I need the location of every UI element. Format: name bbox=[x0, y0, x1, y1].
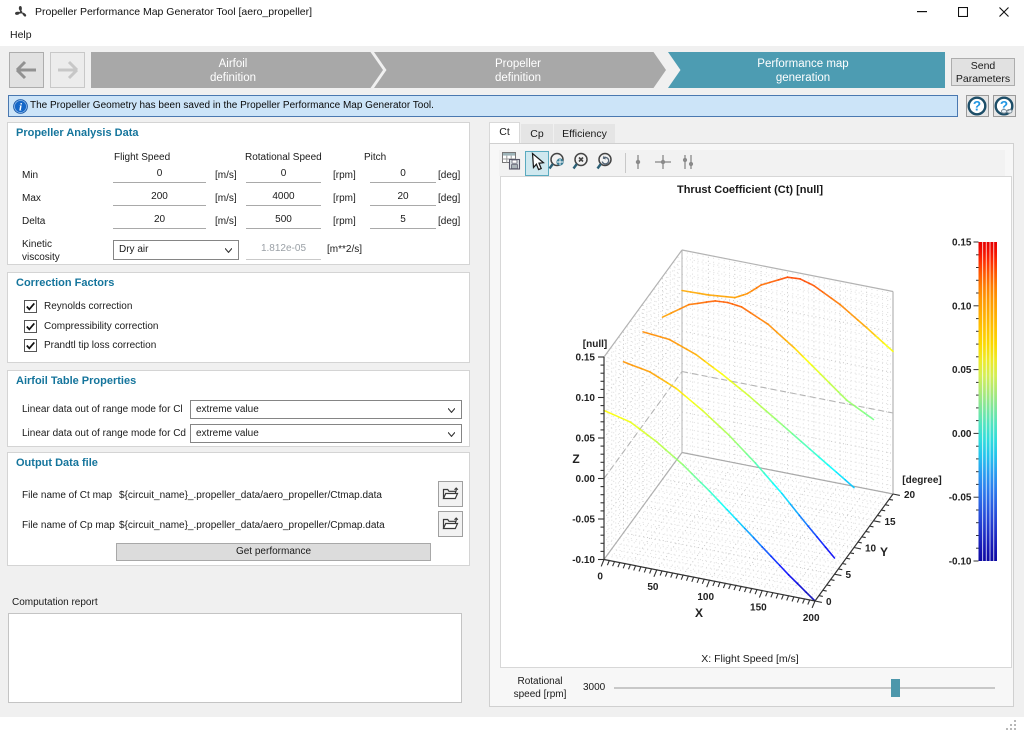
svg-text:0: 0 bbox=[826, 597, 832, 608]
svg-text:200: 200 bbox=[803, 613, 820, 624]
svg-text:i: i bbox=[19, 102, 23, 114]
svg-text:0.10: 0.10 bbox=[576, 393, 596, 404]
svg-text:-0.05: -0.05 bbox=[572, 515, 595, 526]
svg-text:generation: generation bbox=[776, 72, 830, 84]
svg-text:5: 5 bbox=[846, 570, 852, 581]
svg-text:-0.10: -0.10 bbox=[949, 557, 972, 568]
svg-text:0.15: 0.15 bbox=[576, 353, 596, 364]
svg-text:Performance map: Performance map bbox=[757, 58, 848, 70]
svg-text:0.05: 0.05 bbox=[952, 365, 972, 376]
svg-text:[null]: [null] bbox=[583, 339, 607, 350]
svg-text:100: 100 bbox=[697, 592, 714, 603]
svg-text:0: 0 bbox=[597, 572, 603, 583]
svg-text:0.00: 0.00 bbox=[576, 474, 596, 485]
svg-text:0.10: 0.10 bbox=[952, 301, 972, 312]
svg-text:10: 10 bbox=[865, 544, 877, 555]
svg-text:0.05: 0.05 bbox=[576, 434, 596, 445]
svg-text:definition: definition bbox=[495, 72, 541, 84]
svg-text:0.15: 0.15 bbox=[952, 238, 972, 249]
svg-text:?: ? bbox=[1000, 99, 1008, 114]
svg-text:definition: definition bbox=[210, 72, 256, 84]
svg-text:Y: Y bbox=[880, 545, 888, 559]
svg-text:-0.10: -0.10 bbox=[572, 555, 595, 566]
svg-text:Z: Z bbox=[572, 452, 579, 466]
svg-text:Propeller: Propeller bbox=[495, 58, 541, 70]
svg-text:[degree]: [degree] bbox=[902, 475, 941, 486]
svg-text:X: X bbox=[695, 606, 703, 620]
svg-text:50: 50 bbox=[647, 582, 659, 593]
svg-text:20: 20 bbox=[904, 490, 916, 501]
svg-text:15: 15 bbox=[885, 517, 897, 528]
svg-text:?: ? bbox=[973, 99, 981, 114]
svg-text:150: 150 bbox=[750, 603, 767, 614]
svg-text:0.00: 0.00 bbox=[952, 429, 972, 440]
svg-text:Airfoil: Airfoil bbox=[219, 58, 248, 70]
svg-text:-0.05: -0.05 bbox=[949, 493, 972, 504]
